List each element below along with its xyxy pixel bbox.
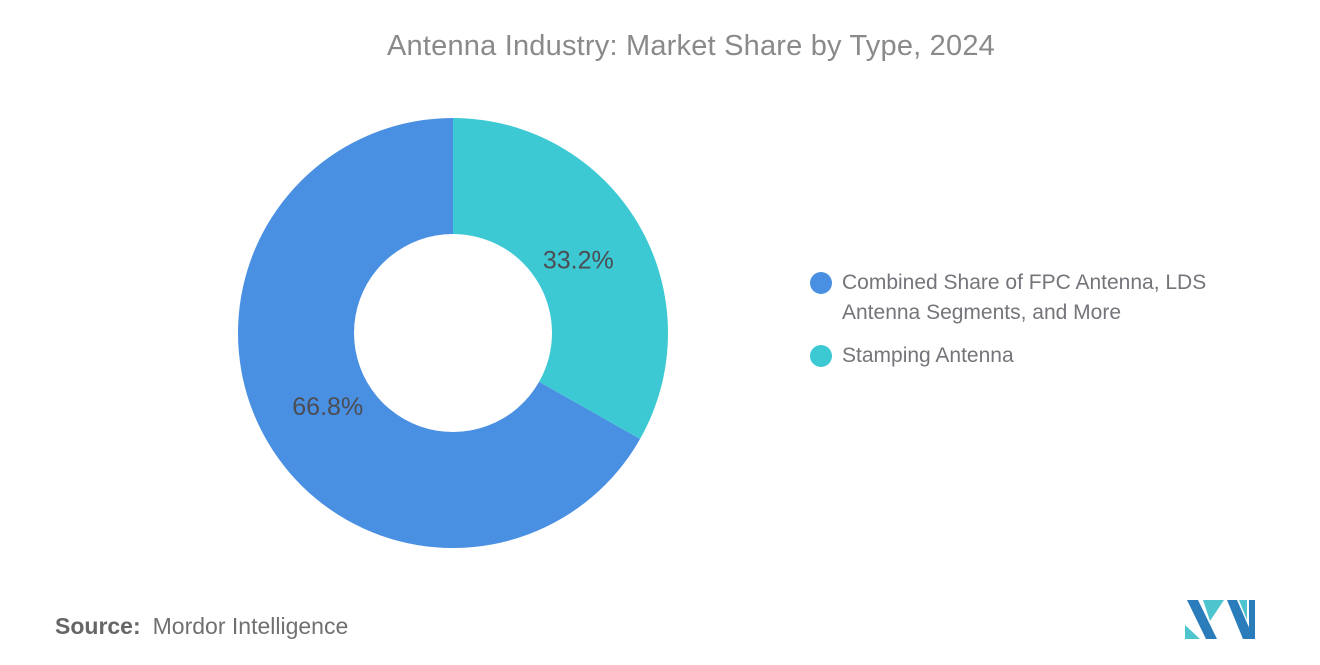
source-line: Source: Mordor Intelligence <box>55 613 348 640</box>
legend-item-combined: Combined Share of FPC Antenna, LDS Anten… <box>810 268 1250 328</box>
legend-label-combined: Combined Share of FPC Antenna, LDS Anten… <box>842 271 1207 324</box>
legend-swatch-stamping-icon <box>810 345 832 367</box>
chart-title: Antenna Industry: Market Share by Type, … <box>387 30 995 62</box>
slice-label-stamping: 33.2% <box>543 247 614 275</box>
logo-triangle-bottom-left <box>1185 625 1200 639</box>
legend-item-stamping: Stamping Antenna <box>810 341 1250 371</box>
source-prefix: Source: <box>55 613 141 639</box>
donut-slice-combined <box>238 118 641 548</box>
logo-bar-right <box>1249 600 1255 639</box>
legend-label-stamping: Stamping Antenna <box>842 344 1014 367</box>
donut-slice-stamping <box>453 118 668 439</box>
logo-ribbon-left <box>1187 600 1217 639</box>
mordor-intelligence-logo-icon <box>1185 600 1255 639</box>
logo-triangle-middle <box>1203 600 1224 621</box>
donut-chart: 66.8% 33.2% <box>238 118 668 548</box>
slice-label-combined: 66.8% <box>292 393 363 421</box>
legend-swatch-combined-icon <box>810 272 832 294</box>
logo-ribbon-right <box>1227 600 1254 639</box>
source-text: Mordor Intelligence <box>152 613 349 639</box>
logo-triangle-top-right <box>1239 600 1247 620</box>
chart-legend: Combined Share of FPC Antenna, LDS Anten… <box>810 268 1250 384</box>
